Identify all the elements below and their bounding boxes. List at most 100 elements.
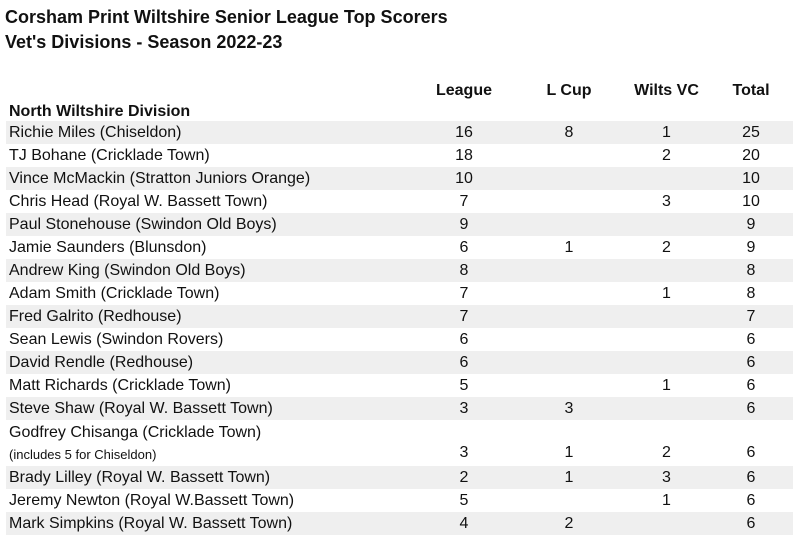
table-row: Mark Simpkins (Royal W. Bassett Town) 4 …	[6, 512, 793, 535]
player-name-cell: Matt Richards (Cricklade Town)	[9, 377, 231, 394]
wiltsvc-cell: 3	[662, 193, 671, 210]
total-cell: 6	[746, 492, 756, 509]
total-cell: 9	[746, 216, 756, 233]
lcup-cell	[514, 489, 624, 512]
total-cell: 6	[746, 469, 756, 486]
lcup-cell: 1	[564, 469, 574, 486]
player-name-cell: Adam Smith (Cricklade Town)	[9, 285, 220, 302]
wiltsvc-cell	[624, 305, 709, 328]
total-cell: 20	[742, 147, 760, 164]
league-cell: 4	[459, 515, 469, 532]
player-name-cell: TJ Bohane (Cricklade Town)	[9, 147, 210, 164]
lcup-cell	[514, 190, 624, 213]
lcup-cell	[514, 282, 624, 305]
total-cell: 9	[746, 239, 756, 256]
total-cell: 6	[746, 354, 756, 371]
player-name-cell: Brady Lilley (Royal W. Bassett Town)	[9, 469, 271, 486]
lcup-cell: 3	[564, 400, 574, 417]
total-cell: 25	[742, 124, 760, 141]
title-block: Corsham Print Wiltshire Senior League To…	[5, 5, 448, 55]
wiltsvc-cell	[624, 259, 709, 282]
player-name-cell: Paul Stonehouse (Swindon Old Boys)	[9, 216, 277, 233]
table-row: Chris Head (Royal W. Bassett Town) 7 3 1…	[6, 190, 793, 213]
league-column-header: League	[435, 82, 492, 99]
table-header-row: League L Cup Wilts VC Total	[6, 80, 793, 102]
player-name-cell: Richie Miles (Chiseldon)	[9, 124, 182, 141]
wiltsvc-cell	[624, 328, 709, 351]
total-cell: 8	[746, 262, 756, 279]
wiltsvc-cell: 1	[662, 285, 671, 302]
table-row: Godfrey Chisanga (Cricklade Town) (inclu…	[6, 420, 793, 466]
lcup-cell	[514, 351, 624, 374]
league-cell: 5	[459, 492, 469, 509]
total-cell: 6	[746, 444, 756, 461]
player-note: (includes 5 for Chiseldon)	[9, 447, 157, 462]
league-cell: 2	[459, 469, 469, 486]
lcup-cell	[514, 144, 624, 167]
wiltsvc-cell: 2	[662, 147, 671, 164]
player-name-cell: Sean Lewis (Swindon Rovers)	[9, 331, 224, 348]
wiltsvc-cell	[624, 213, 709, 236]
wiltsvc-cell	[624, 512, 709, 535]
league-cell: 6	[459, 239, 469, 256]
page-title: Corsham Print Wiltshire Senior League To…	[5, 7, 448, 27]
total-cell: 6	[746, 400, 756, 417]
table-row: Richie Miles (Chiseldon) 16 8 1 25	[6, 121, 793, 144]
league-cell: 16	[455, 124, 473, 141]
wiltsvc-cell: 1	[662, 492, 671, 509]
lcup-cell: 1	[564, 444, 574, 461]
lcup-cell	[514, 259, 624, 282]
player-name-cell: Jamie Saunders (Blunsdon)	[9, 239, 207, 256]
player-name-cell: Jeremy Newton (Royal W.Bassett Town)	[9, 492, 295, 509]
table-row: Vince McMackin (Stratton Juniors Orange)…	[6, 167, 793, 190]
league-cell: 8	[459, 262, 469, 279]
wiltsvc-cell: 1	[662, 124, 671, 141]
table-row: Sean Lewis (Swindon Rovers) 6 6	[6, 328, 793, 351]
page-subtitle: Vet's Divisions - Season 2022-23	[5, 32, 283, 52]
player-name: Godfrey Chisanga (Cricklade Town)	[9, 424, 262, 441]
section-header: North Wiltshire Division	[9, 103, 191, 120]
lcup-cell: 8	[564, 124, 574, 141]
wiltsvc-cell	[624, 167, 709, 190]
table-row: Jeremy Newton (Royal W.Bassett Town) 5 1…	[6, 489, 793, 512]
league-cell: 18	[455, 147, 473, 164]
lcup-column-header: L Cup	[546, 82, 592, 99]
league-cell: 9	[459, 216, 469, 233]
table-row: Matt Richards (Cricklade Town) 5 1 6	[6, 374, 793, 397]
player-name-cell: Andrew King (Swindon Old Boys)	[9, 262, 246, 279]
player-name-cell: Chris Head (Royal W. Bassett Town)	[9, 193, 268, 210]
table-row: Fred Galrito (Redhouse) 7 7	[6, 305, 793, 328]
player-name-cell: David Rendle (Redhouse)	[9, 354, 194, 371]
league-cell: 5	[459, 377, 469, 394]
lcup-cell	[514, 305, 624, 328]
player-name-cell: Vince McMackin (Stratton Juniors Orange)	[9, 170, 311, 187]
table-row: Jamie Saunders (Blunsdon) 6 1 2 9	[6, 236, 793, 259]
lcup-cell: 2	[564, 515, 574, 532]
table-row: Steve Shaw (Royal W. Bassett Town) 3 3 6	[6, 397, 793, 420]
lcup-cell	[514, 328, 624, 351]
table-row: Andrew King (Swindon Old Boys) 8 8	[6, 259, 793, 282]
league-cell: 3	[459, 400, 469, 417]
wiltsvc-cell: 2	[662, 239, 671, 256]
wiltsvc-cell	[624, 397, 709, 420]
lcup-cell	[514, 213, 624, 236]
lcup-cell	[514, 167, 624, 190]
player-name-cell: Mark Simpkins (Royal W. Bassett Town)	[9, 515, 293, 532]
lcup-cell	[514, 374, 624, 397]
league-cell: 7	[459, 308, 469, 325]
table-row: Brady Lilley (Royal W. Bassett Town) 2 1…	[6, 466, 793, 489]
wiltsvc-column-header: Wilts VC	[634, 82, 699, 99]
wiltsvc-cell: 3	[662, 469, 671, 486]
league-cell: 6	[459, 331, 469, 348]
table-row: Adam Smith (Cricklade Town) 7 1 8	[6, 282, 793, 305]
wiltsvc-cell: 2	[662, 444, 671, 461]
table-row: Paul Stonehouse (Swindon Old Boys) 9 9	[6, 213, 793, 236]
total-cell: 6	[746, 515, 756, 532]
player-name-cell: Fred Galrito (Redhouse)	[9, 308, 182, 325]
player-name-cell: Steve Shaw (Royal W. Bassett Town)	[9, 400, 273, 417]
player-name-cell: Godfrey Chisanga (Cricklade Town) (inclu…	[6, 420, 414, 466]
top-scorers-table: League L Cup Wilts VC Total North Wiltsh…	[6, 80, 793, 535]
lcup-cell: 1	[564, 239, 574, 256]
table-row: David Rendle (Redhouse) 6 6	[6, 351, 793, 374]
table-row: TJ Bohane (Cricklade Town) 18 2 20	[6, 144, 793, 167]
